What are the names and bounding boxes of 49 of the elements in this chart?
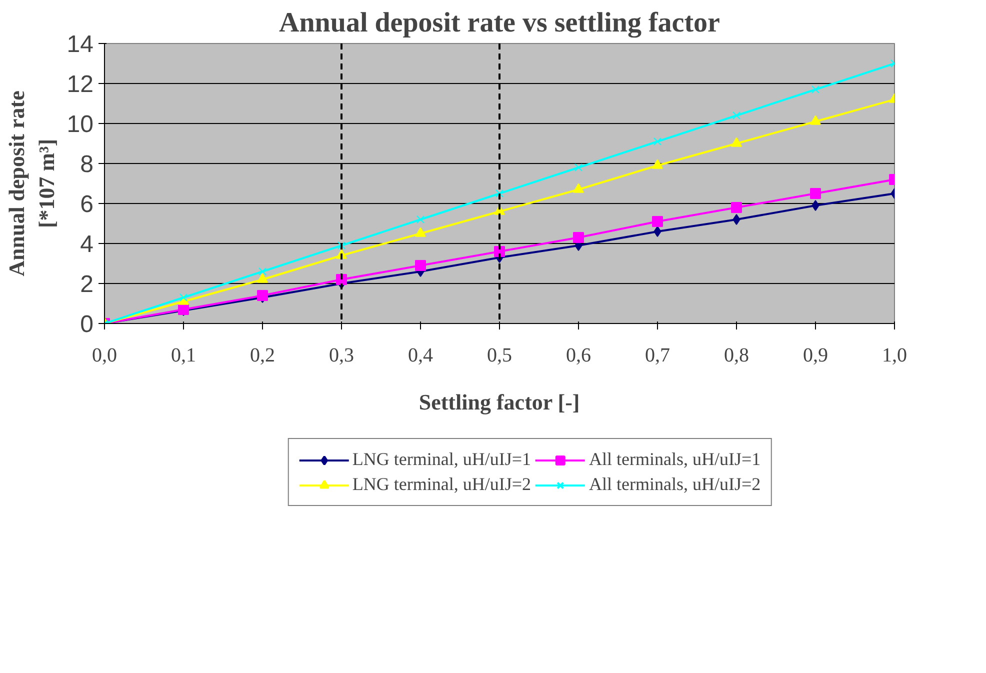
x-tick-label: 0,9	[803, 344, 828, 366]
point	[652, 159, 663, 169]
point	[574, 163, 583, 172]
x-tick-label: 0,7	[645, 344, 670, 366]
point	[573, 183, 584, 193]
point	[257, 273, 268, 283]
point	[573, 232, 584, 243]
x-axis-title: Settling factor [-]	[418, 390, 580, 414]
legend-label: LNG terminal, uH/uIJ=2	[352, 474, 531, 495]
legend-label: LNG terminal, uH/uIJ=1	[352, 449, 531, 470]
y-axis-title: Annual deposit rate [*107 m³]	[4, 90, 59, 276]
point	[416, 215, 425, 224]
legend-label: All terminals, uH/uIJ=1	[588, 449, 761, 470]
point	[811, 85, 820, 94]
point	[732, 214, 740, 225]
x-tick-label: 0,5	[487, 344, 512, 366]
point	[731, 137, 742, 147]
point	[653, 137, 662, 146]
point	[732, 111, 741, 120]
y-tick-label: 6	[80, 191, 94, 218]
point	[654, 226, 662, 237]
point	[258, 267, 267, 276]
y-tick-label: 10	[66, 111, 94, 138]
x-tick-label: 0,0	[92, 344, 117, 366]
x-tick-label: 1,0	[882, 344, 907, 366]
point	[415, 260, 426, 271]
y-tick-label: 4	[80, 231, 94, 258]
x-tick-label: 0,1	[171, 344, 196, 366]
x-tick-label: 0,2	[250, 344, 275, 366]
point	[495, 189, 504, 198]
point	[812, 200, 820, 211]
point	[179, 293, 188, 302]
point	[415, 227, 426, 237]
x-tick-label: 0,6	[566, 344, 591, 366]
y-tick-label: 0	[80, 311, 94, 338]
point	[652, 216, 663, 227]
y-tick-label: 8	[80, 151, 94, 178]
x-tick-label: 0,8	[724, 344, 749, 366]
x-tick-label: 0,3	[329, 344, 354, 366]
point	[810, 188, 821, 199]
point	[337, 241, 346, 250]
point	[810, 115, 821, 125]
y-tick-label: 12	[66, 71, 94, 98]
chart-title: Annual deposit rate vs settling factor	[279, 8, 720, 38]
point	[731, 202, 742, 213]
y-tick-label: 2	[80, 271, 94, 298]
x-tick-label: 0,4	[408, 344, 433, 366]
y-tick-label: 14	[66, 31, 94, 58]
legend-label: All terminals, uH/uIJ=2	[588, 474, 761, 495]
